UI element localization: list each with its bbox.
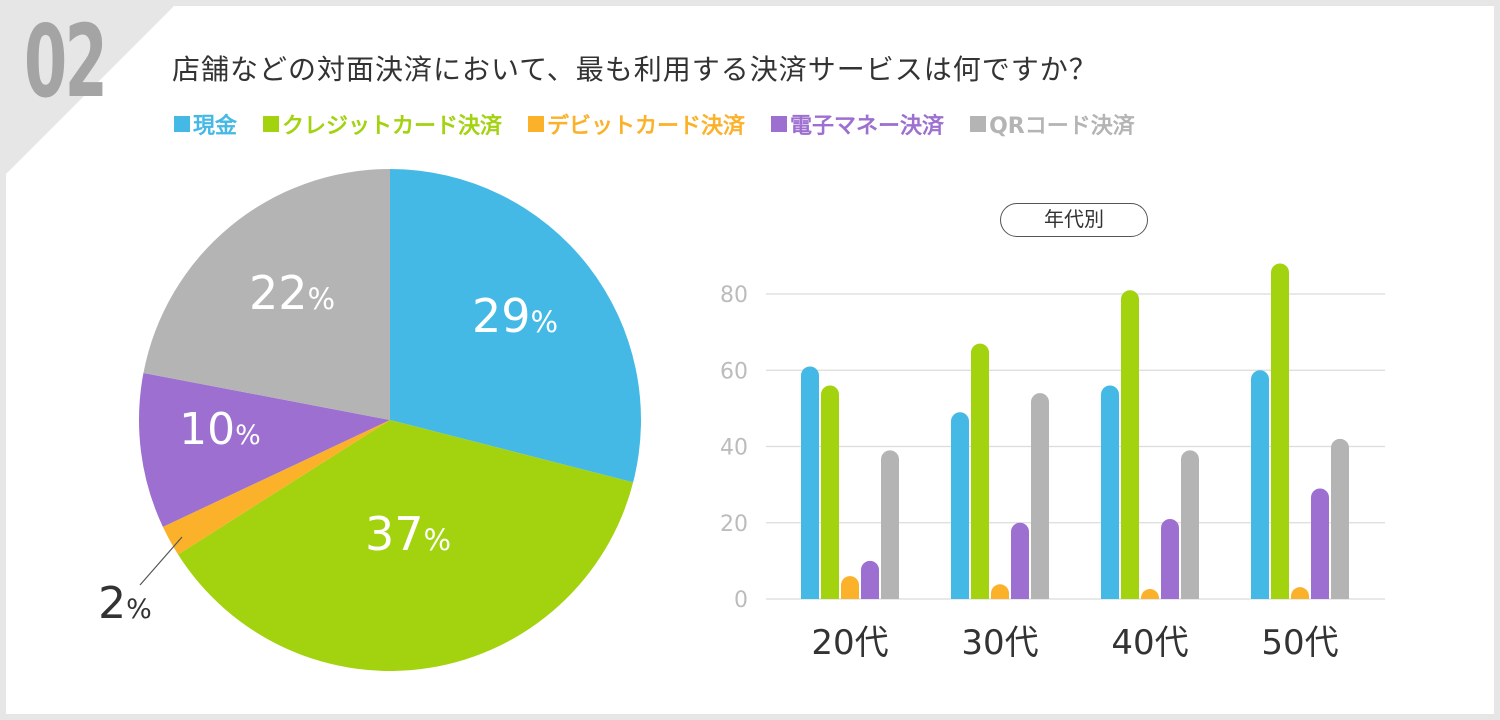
question-title: 店舗などの対面決済において、最も利用する決済サービスは何ですか？ [172, 53, 1098, 86]
legend-swatch [263, 116, 280, 132]
bar [1271, 263, 1289, 599]
pie-label-unit: % [307, 282, 335, 316]
y-tick-label: 80 [720, 283, 748, 308]
legend-swatch [528, 116, 545, 132]
bar [1101, 385, 1119, 599]
legend-label: クレジットカード決済 [282, 114, 503, 139]
bar [801, 366, 819, 599]
bar [1141, 589, 1159, 599]
legend: 現金 クレジットカード決済 デビットカード決済 電子マネー決済 QRコード決済 [174, 108, 1135, 140]
bar [951, 412, 969, 599]
legend-swatch [771, 116, 788, 132]
x-category-label: 20代 [811, 623, 888, 663]
bar [1011, 522, 1029, 599]
pie-slice-label: 37% [365, 507, 451, 561]
bar [1121, 290, 1139, 599]
bar [991, 584, 1009, 599]
bar [881, 450, 899, 599]
pie-slice-label: 2% [98, 578, 152, 629]
bar [1251, 370, 1269, 599]
legend-item: クレジットカード決済 [263, 108, 502, 140]
legend-label: デビットカード決済 [547, 114, 746, 139]
x-category-label: 40代 [1111, 623, 1188, 663]
legend-label: 電子マネー決済 [790, 114, 945, 139]
legend-item: デビットカード決済 [528, 108, 745, 140]
pie-label-value: 37 [365, 507, 424, 561]
pie-label-value: 29 [472, 289, 531, 343]
corner-decoration [6, 6, 174, 174]
pie-label-unit: % [423, 523, 451, 557]
legend-label: 現金 [193, 114, 238, 139]
question-number: 02 [24, 3, 108, 120]
legend-label: QRコード決済 [989, 114, 1135, 139]
pie-slice [143, 169, 390, 420]
pie-slice [162, 420, 390, 555]
legend-item: 電子マネー決済 [771, 108, 944, 140]
pie-slice [139, 372, 390, 527]
pie-slice [178, 420, 634, 672]
pie-label-unit: % [235, 420, 261, 451]
bar [1291, 587, 1309, 599]
pie-label-value: 10 [179, 404, 235, 455]
legend-swatch [174, 116, 190, 132]
bar [841, 576, 859, 599]
y-tick-label: 40 [720, 436, 748, 461]
pie-slice-label: 10% [179, 404, 261, 455]
bar [1311, 488, 1329, 599]
x-category-label: 50代 [1261, 623, 1338, 663]
legend-swatch [970, 116, 987, 132]
legend-item: QRコード決済 [970, 108, 1135, 140]
pie-label-unit: % [126, 594, 152, 625]
pie-label-unit: % [530, 305, 558, 339]
legend-item: 現金 [174, 108, 237, 140]
x-category-label: 30代 [961, 623, 1038, 663]
bar [1161, 518, 1179, 599]
y-tick-label: 20 [720, 512, 748, 537]
bar [971, 343, 989, 599]
bar [861, 560, 879, 599]
bar [1031, 393, 1049, 599]
pie-slice [390, 169, 641, 483]
pie-label-value: 22 [249, 266, 308, 320]
pie-slice-label: 29% [472, 289, 558, 343]
pie-slice-label: 22% [249, 266, 335, 320]
bar [1181, 450, 1199, 599]
bar [1331, 438, 1349, 599]
y-tick-label: 0 [734, 588, 748, 613]
group-label: 年代別 [1000, 203, 1148, 237]
y-tick-label: 60 [720, 359, 748, 384]
bar [821, 385, 839, 599]
pie-label-value: 2 [98, 578, 126, 629]
pie-leader-line [139, 536, 183, 586]
